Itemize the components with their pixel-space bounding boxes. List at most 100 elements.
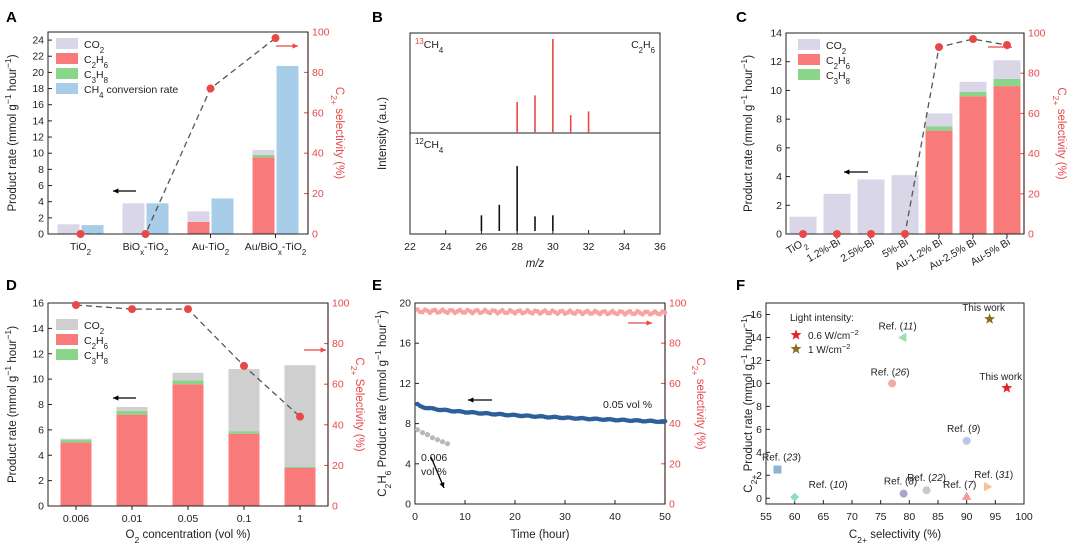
y-tick-label: 8 bbox=[38, 164, 44, 176]
legend-title: Light intensity: bbox=[790, 313, 854, 324]
point-0006 bbox=[439, 439, 446, 445]
legend-label: C3H8 bbox=[84, 69, 109, 85]
panel-b: B 22 24 26 28 30 32 34 36 13CH4 C2H6 12CH4 m/z Intens… bbox=[372, 9, 666, 270]
y-tick-label: 12 bbox=[750, 355, 762, 367]
x-tick-label: 22 bbox=[404, 241, 416, 253]
selectivity-point bbox=[969, 35, 977, 44]
selectivity-point bbox=[206, 84, 215, 93]
y-axis-title: C2+ Product rate (mmol g−1 hour−1) bbox=[739, 314, 759, 493]
x-tick-label: 95 bbox=[989, 511, 1001, 523]
x-tick-label: 20 bbox=[509, 511, 521, 523]
left-axis-arrow-head bbox=[113, 188, 119, 194]
y-tick-label: 6 bbox=[38, 424, 44, 436]
x-tick-label: 80 bbox=[903, 511, 915, 523]
y2-tick-label: 20 bbox=[669, 458, 681, 470]
y2-tick-label: 40 bbox=[1028, 148, 1040, 160]
legend-swatch bbox=[56, 38, 78, 49]
legend-label: 1 W/cm−2 bbox=[808, 342, 850, 357]
bar-co2 bbox=[252, 149, 275, 155]
y-tick-label: 10 bbox=[32, 374, 44, 386]
point-label: This work bbox=[962, 303, 1006, 314]
panel-label: E bbox=[372, 277, 382, 294]
y2-tick-label: 40 bbox=[669, 418, 681, 430]
legend-swatch bbox=[798, 54, 820, 65]
x-axis-title: Time (hour) bbox=[511, 529, 570, 541]
point-0006 bbox=[434, 437, 441, 443]
selectivity-point bbox=[935, 43, 943, 52]
y2-tick-label: 100 bbox=[332, 298, 350, 310]
bar-co2 bbox=[857, 179, 885, 234]
bar-c3h8 bbox=[925, 126, 953, 131]
y-tick-label: 4 bbox=[756, 447, 762, 459]
x-tick-label: TiO2 bbox=[70, 241, 91, 257]
y2-tick-label: 0 bbox=[312, 229, 318, 241]
legend-swatch bbox=[56, 349, 78, 360]
y2-tick-label: 20 bbox=[332, 460, 344, 472]
marker-diamond bbox=[790, 492, 800, 502]
y-tick-label: 0 bbox=[776, 229, 782, 241]
x-tick-label: 30 bbox=[547, 241, 559, 253]
x-tick-label: 90 bbox=[961, 511, 973, 523]
x-tick-label: 34 bbox=[618, 241, 630, 253]
selectivity-point bbox=[184, 305, 192, 314]
plot-frame bbox=[47, 31, 309, 235]
y-axis-title: C2H6 Product rate (mmol g−1 hour−1) bbox=[373, 310, 393, 497]
panel-e: E 0 4 8 12 16 20 0 20 40 60 80 100 0 10 20 30 40 50 0.05 vo… bbox=[372, 277, 706, 541]
legend-swatch bbox=[56, 334, 78, 345]
legend-label: CO2 bbox=[826, 40, 846, 56]
y2-tick-label: 40 bbox=[332, 419, 344, 431]
y-tick-label: 12 bbox=[32, 348, 44, 360]
x-tick-label: 24 bbox=[440, 241, 452, 253]
y-tick-label: 10 bbox=[32, 148, 44, 160]
panel-label: C bbox=[736, 9, 747, 26]
legend-label: C3H8 bbox=[84, 350, 109, 366]
y2-tick-label: 60 bbox=[669, 378, 681, 390]
bar-grey_bar bbox=[228, 368, 260, 432]
y-tick-label: 8 bbox=[405, 418, 411, 430]
panel-label: F bbox=[736, 277, 745, 294]
legend-label: C2H6 bbox=[826, 55, 851, 71]
legend-label: C2H6 bbox=[84, 54, 109, 70]
marker-triangle bbox=[961, 491, 972, 500]
y-tick-label: 14 bbox=[770, 28, 782, 40]
point-0006 bbox=[414, 427, 421, 433]
x-tick-label: 60 bbox=[789, 511, 801, 523]
x-tick-label: 100 bbox=[1015, 511, 1033, 523]
x-tick-label: 10 bbox=[459, 511, 471, 523]
selectivity-point bbox=[240, 361, 248, 370]
bar-ch4 bbox=[81, 225, 104, 234]
panel-c: C02468101214020406080100TiO21.2%-Bi2.5%-… bbox=[736, 9, 1067, 273]
x-tick-label: 28 bbox=[511, 241, 523, 253]
legend-swatch bbox=[798, 39, 820, 50]
x-tick-label: 40 bbox=[609, 511, 621, 523]
y-tick-label: 4 bbox=[38, 196, 44, 208]
x-tick-label: 2.5%-Bi bbox=[839, 236, 877, 265]
point-0006 bbox=[419, 430, 426, 436]
x-tick-label: BiOx-TiO2 bbox=[123, 241, 169, 257]
marker-circle bbox=[888, 379, 897, 388]
bar-grey_bar bbox=[172, 372, 204, 381]
x-tick-label: 0.05 bbox=[178, 513, 199, 525]
panel-label: D bbox=[6, 277, 17, 294]
y2-tick-label: 60 bbox=[312, 107, 324, 119]
bar-grey_bar bbox=[60, 438, 92, 441]
point-label: Ref. (8) bbox=[884, 477, 917, 488]
x-tick-label: 65 bbox=[817, 511, 829, 523]
x-tick-label: 85 bbox=[932, 511, 944, 523]
legend-label: C2H6 bbox=[84, 335, 109, 351]
x-axis-title: m/z bbox=[526, 258, 545, 270]
point-label: Ref. (22) bbox=[907, 473, 946, 484]
y-tick-label: 6 bbox=[776, 142, 782, 154]
point-label: Ref. (31) bbox=[974, 470, 1013, 481]
marker-triangle-left bbox=[898, 332, 907, 343]
y-tick-label: 12 bbox=[770, 56, 782, 68]
x-tick-label: Au-TiO2 bbox=[192, 241, 229, 257]
legend-swatch bbox=[798, 69, 820, 80]
x-tick-label: 0.01 bbox=[122, 513, 143, 525]
bar-co2 bbox=[57, 224, 80, 234]
point-label: Ref. (11) bbox=[879, 321, 917, 332]
bar-c2h6 bbox=[284, 467, 316, 506]
bar-co2 bbox=[187, 211, 210, 222]
x-tick-label: 70 bbox=[846, 511, 858, 523]
